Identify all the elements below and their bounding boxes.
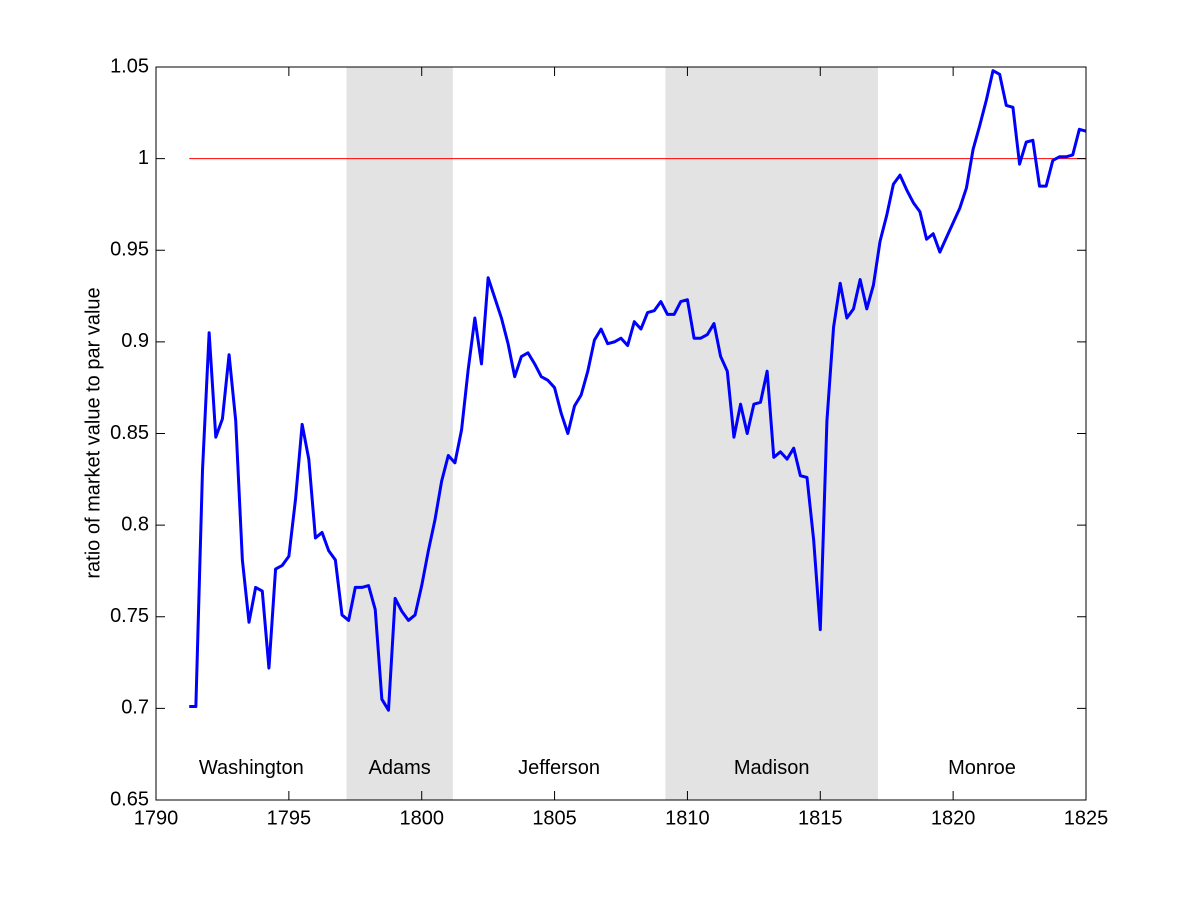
x-tick-label: 1795	[267, 807, 312, 829]
term-label: Jefferson	[518, 757, 600, 779]
term-label: Monroe	[948, 757, 1016, 779]
y-tick-label: 0.8	[121, 513, 149, 535]
y-tick-label: 0.75	[110, 605, 149, 627]
data-line	[189, 69, 1087, 712]
y-axis-label: ratio of market value to par value	[82, 287, 104, 578]
x-tick-label: 1820	[931, 807, 976, 829]
x-tick-label: 1790	[134, 807, 179, 829]
x-tick-label: 1810	[665, 807, 710, 829]
y-tick-label: 1.05	[110, 55, 149, 77]
y-tick-label: 0.95	[110, 239, 149, 261]
term-label: Washington	[199, 757, 304, 779]
y-tick-label: 0.65	[110, 788, 149, 810]
y-tick-label: 0.7	[121, 697, 149, 719]
y-tick-label: 0.9	[121, 330, 149, 352]
x-tick-label: 1800	[399, 807, 444, 829]
x-tick-label: 1815	[798, 807, 843, 829]
x-tick-label: 1805	[532, 807, 577, 829]
term-label: Adams	[369, 757, 431, 779]
term-shade	[346, 67, 453, 800]
term-label: Madison	[734, 757, 810, 779]
y-tick-label: 0.85	[110, 422, 149, 444]
x-tick-label: 1825	[1064, 807, 1109, 829]
y-tick-label: 1	[138, 147, 149, 169]
